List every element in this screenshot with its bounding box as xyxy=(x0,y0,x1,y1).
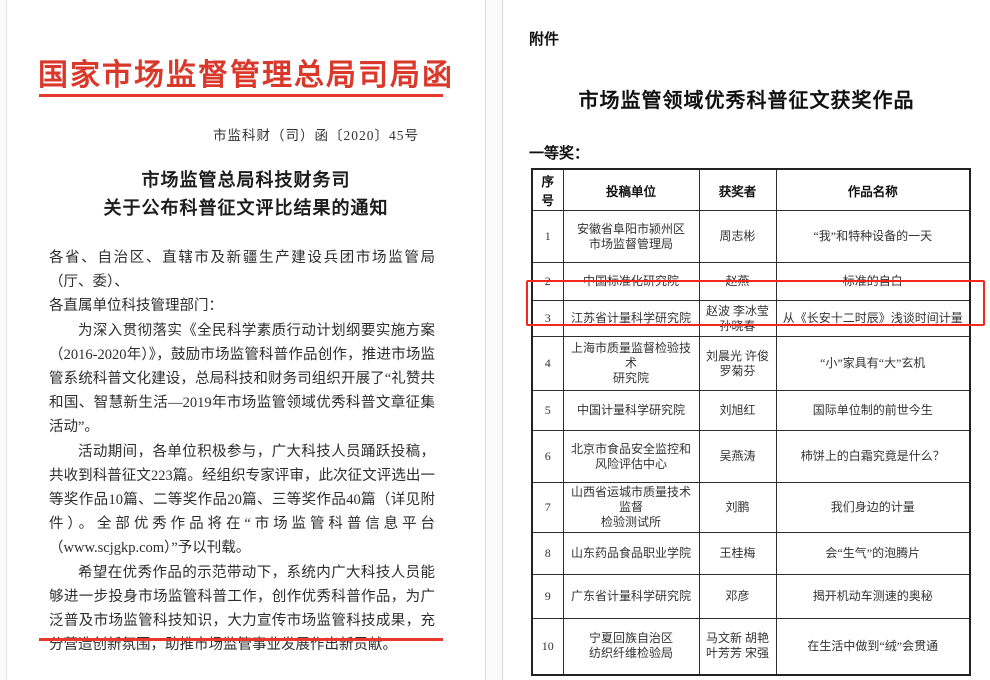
cell-winner: 王桂梅 xyxy=(698,532,777,575)
cell-title: 我们身边的计量 xyxy=(775,482,971,533)
body-paragraph-1: 为深入贯彻落实《全民科学素质行动计划纲要实施方案（2016-2020年）》，鼓励… xyxy=(49,322,435,436)
cell-unit: 山西省运城市质量技术监督 检验测试所 xyxy=(562,482,700,533)
prize-table: 序号 投稿单位 获奖者 作品名称 1 安徽省阜阳市颍州区 市场监督管理局 周志彬 “我… xyxy=(531,168,971,676)
table-row: 7 山西省运城市质量技术监督 检验测试所 刘鹏 我们身边的计量 xyxy=(531,482,971,533)
table-row: 5 中国计量科学研究院 刘旭红 国际单位制的前世今生 xyxy=(531,390,971,431)
letter-page: 国家市场监督管理总局司局函 市监科财（司）函〔2020〕45号 市场监管总局科技… xyxy=(6,0,486,680)
table-row: 6 北京市食品安全监控和 风险评估中心 吴燕涛 柿饼上的白霜究竟是什么？ xyxy=(531,430,971,483)
notice-title-line1: 市场监管总局科技财务司 xyxy=(141,170,351,190)
cell-unit: 中国计量科学研究院 xyxy=(562,390,700,431)
header-number: 序号 xyxy=(531,168,564,211)
prize-table-body: 1 安徽省阜阳市颍州区 市场监督管理局 周志彬 “我”和特种设备的一天 2 中国标准化研究… xyxy=(531,210,971,675)
cell-unit: 宁夏回族自治区 纺织纤维检验局 xyxy=(562,618,700,675)
attachment-label: 附件 xyxy=(529,31,560,48)
cell-winner: 邓彦 xyxy=(698,574,777,619)
row-number: 1 xyxy=(531,210,564,263)
cell-unit: 山东药品食品职业学院 xyxy=(562,532,700,575)
cell-winner: 吴燕涛 xyxy=(698,430,777,483)
header-title: 作品名称 xyxy=(775,168,971,211)
letter-body: 各省、自治区、直辖市及新疆生产建设兵团市场监管局（厅、委）、 各直属单位科技管理… xyxy=(49,246,435,657)
table-row: 4 上海市质量监督检验技术 研究院 刘晨光 许俊 罗菊芬 “小”家具有“大”玄机 xyxy=(531,336,971,391)
row-number: 2 xyxy=(531,262,564,301)
table-row: 10 宁夏回族自治区 纺织纤维检验局 马文新 胡艳 叶芳芳 宋强 在生活中做到“绒”会… xyxy=(531,618,971,675)
cell-winner: 刘旭红 xyxy=(698,390,777,431)
cell-title: 国际单位制的前世今生 xyxy=(775,390,971,431)
footer-rule xyxy=(39,638,443,641)
table-row: 1 安徽省阜阳市颍州区 市场监督管理局 周志彬 “我”和特种设备的一天 xyxy=(531,210,971,263)
cell-title: 揭开机动车测速的奥秘 xyxy=(775,574,971,619)
cell-title: 柿饼上的白霜究竟是什么？ xyxy=(775,430,971,483)
row-number: 4 xyxy=(531,336,564,391)
header-unit: 投稿单位 xyxy=(562,168,700,211)
cell-unit: 江苏省计量科学研究院 xyxy=(562,300,700,337)
cell-title: “我”和特种设备的一天 xyxy=(775,210,971,263)
body-paragraph-3: 希望在优秀作品的示范带动下，系统内广大科技人员能够进一步投身市场监管科普工作，创… xyxy=(49,564,435,654)
cell-title: 从《长安十二时辰》浅谈时间计量 xyxy=(775,300,971,337)
letterhead-title: 国家市场监督管理总局司局函 xyxy=(38,59,454,92)
cell-winner: 赵燕 xyxy=(698,262,777,301)
table-row: 2 中国标准化研究院 赵燕 标准的自白 xyxy=(531,262,971,301)
row-number: 5 xyxy=(531,390,564,431)
table-row: 3 江苏省计量科学研究院 赵波 李冰莹 孙晓春 从《长安十二时辰》浅谈时间计量 xyxy=(531,300,971,337)
cell-unit: 安徽省阜阳市颍州区 市场监督管理局 xyxy=(562,210,700,263)
table-header-row: 序号 投稿单位 获奖者 作品名称 xyxy=(531,168,971,211)
row-number: 8 xyxy=(531,532,564,575)
table-row: 9 广东省计量科学研究院 邓彦 揭开机动车测速的奥秘 xyxy=(531,574,971,619)
cell-unit: 上海市质量监督检验技术 研究院 xyxy=(562,336,700,391)
cell-title: 标准的自白 xyxy=(775,262,971,301)
notice-title: 市场监管总局科技财务司 关于公布科普征文评比结果的通知 xyxy=(7,166,485,222)
header-winner: 获奖者 xyxy=(698,168,777,211)
cell-unit: 中国标准化研究院 xyxy=(562,262,700,301)
first-prize-label: 一等奖： xyxy=(529,145,590,162)
attachment-title: 市场监管领域优秀科普征文获奖作品 xyxy=(578,90,915,112)
body-paragraph-2: 活动期间，各单位积极参与，广大科技人员踊跃投稿，共收到科普征文223篇。经组织专… xyxy=(49,443,435,557)
cell-title: “小”家具有“大”玄机 xyxy=(775,336,971,391)
row-number: 9 xyxy=(531,574,564,619)
cell-unit: 北京市食品安全监控和 风险评估中心 xyxy=(562,430,700,483)
document-number: 市监科财（司）函〔2020〕45号 xyxy=(213,128,419,143)
row-number: 7 xyxy=(531,482,564,533)
row-number: 10 xyxy=(531,618,564,675)
cell-title: 在生活中做到“绒”会贯通 xyxy=(775,618,971,675)
cell-winner: 马文新 胡艳 叶芳芳 宋强 xyxy=(698,618,777,675)
cell-title: 会“生气”的泡腾片 xyxy=(775,532,971,575)
cell-winner: 刘晨光 许俊 罗菊芬 xyxy=(698,336,777,391)
cell-winner: 赵波 李冰莹 孙晓春 xyxy=(698,300,777,337)
cell-unit: 广东省计量科学研究院 xyxy=(562,574,700,619)
attachment-page: 附件 市场监管领域优秀科普征文获奖作品 一等奖： 序号 投稿单位 获奖者 作品名… xyxy=(502,0,990,680)
letterhead-rule xyxy=(39,94,443,97)
notice-title-line2: 关于公布科普征文评比结果的通知 xyxy=(103,198,389,218)
salutation-line2: 各直属单位科技管理部门： xyxy=(49,298,223,315)
cell-winner: 刘鹏 xyxy=(698,482,777,533)
table-row: 8 山东药品食品职业学院 王桂梅 会“生气”的泡腾片 xyxy=(531,532,971,575)
row-number: 6 xyxy=(531,430,564,483)
row-number: 3 xyxy=(531,300,564,337)
cell-winner: 周志彬 xyxy=(698,210,777,263)
salutation-line1: 各省、自治区、直辖市及新疆生产建设兵团市场监管局（厅、委）、 xyxy=(49,250,435,291)
